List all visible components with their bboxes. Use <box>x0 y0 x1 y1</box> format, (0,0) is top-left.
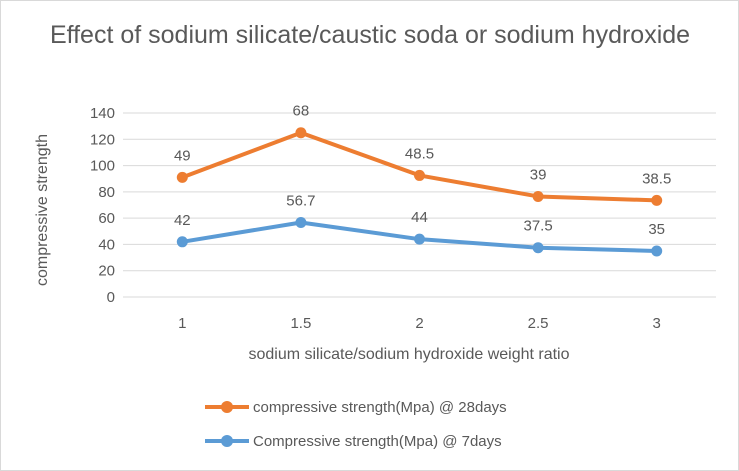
series-0: 49 68 48.5 39 38.5 <box>174 103 671 206</box>
x-tick-label: 1.5 <box>290 315 311 332</box>
series-line <box>180 130 659 203</box>
gridlines <box>123 112 716 298</box>
y-tick-label: 60 <box>98 210 115 227</box>
y-tick-label: 20 <box>98 263 115 280</box>
x-tick-label: 3 <box>653 315 661 332</box>
legend-item-28days: compressive strength(Mpa) @ 28days <box>205 396 507 418</box>
y-tick-label: 0 <box>107 289 115 306</box>
legend-item-7days: Compressive strength(Mpa) @ 7days <box>205 430 507 452</box>
data-point <box>651 245 663 257</box>
data-point <box>295 127 307 139</box>
x-tick-label: 2 <box>415 315 423 332</box>
x-tick-labels: 1 1.5 2 2.5 3 <box>178 315 661 332</box>
x-tick-label: 1 <box>178 315 186 332</box>
series-1: 42 56.7 44 37.5 35 <box>174 192 665 257</box>
data-point <box>414 169 425 181</box>
data-label: 37.5 <box>523 218 552 235</box>
x-tick-label: 2.5 <box>528 315 549 332</box>
y-tick-label: 100 <box>90 158 115 175</box>
series-group: 49 68 48.5 39 38.5 42 56.7 44 37.5 35 <box>174 103 671 257</box>
data-label: 68 <box>293 103 310 120</box>
y-tick-label: 140 <box>90 105 115 122</box>
legend-swatch-7days <box>205 435 249 447</box>
data-label: 48.5 <box>405 145 434 162</box>
legend: compressive strength(Mpa) @ 28days Compr… <box>205 396 507 464</box>
y-tick-label: 80 <box>98 184 115 201</box>
data-point <box>651 194 663 206</box>
data-point <box>532 190 544 202</box>
data-point <box>414 233 425 245</box>
legend-label-28days: compressive strength(Mpa) @ 28days <box>253 398 507 416</box>
data-label: 38.5 <box>642 170 671 187</box>
data-point <box>176 171 188 183</box>
legend-label-7days: Compressive strength(Mpa) @ 7days <box>253 432 502 450</box>
data-label: 39 <box>530 166 547 183</box>
data-point <box>532 242 544 254</box>
data-label: 49 <box>174 147 191 164</box>
y-tick-label: 120 <box>90 131 115 148</box>
data-point <box>176 236 188 248</box>
y-axis-label: compressive strength <box>34 134 51 286</box>
y-tick-labels: 0 20 40 60 80 100 120 140 <box>90 105 115 306</box>
chart-title: Effect of sodium silicate/caustic soda o… <box>49 21 691 49</box>
data-label: 35 <box>648 221 665 238</box>
legend-swatch-28days <box>205 401 249 413</box>
data-label: 42 <box>174 212 191 229</box>
data-label: 44 <box>411 209 428 226</box>
data-point <box>295 216 307 228</box>
y-tick-label: 40 <box>98 236 115 253</box>
x-axis-label: sodium silicate/sodium hydroxide weight … <box>248 346 569 363</box>
data-label: 56.7 <box>286 192 315 209</box>
